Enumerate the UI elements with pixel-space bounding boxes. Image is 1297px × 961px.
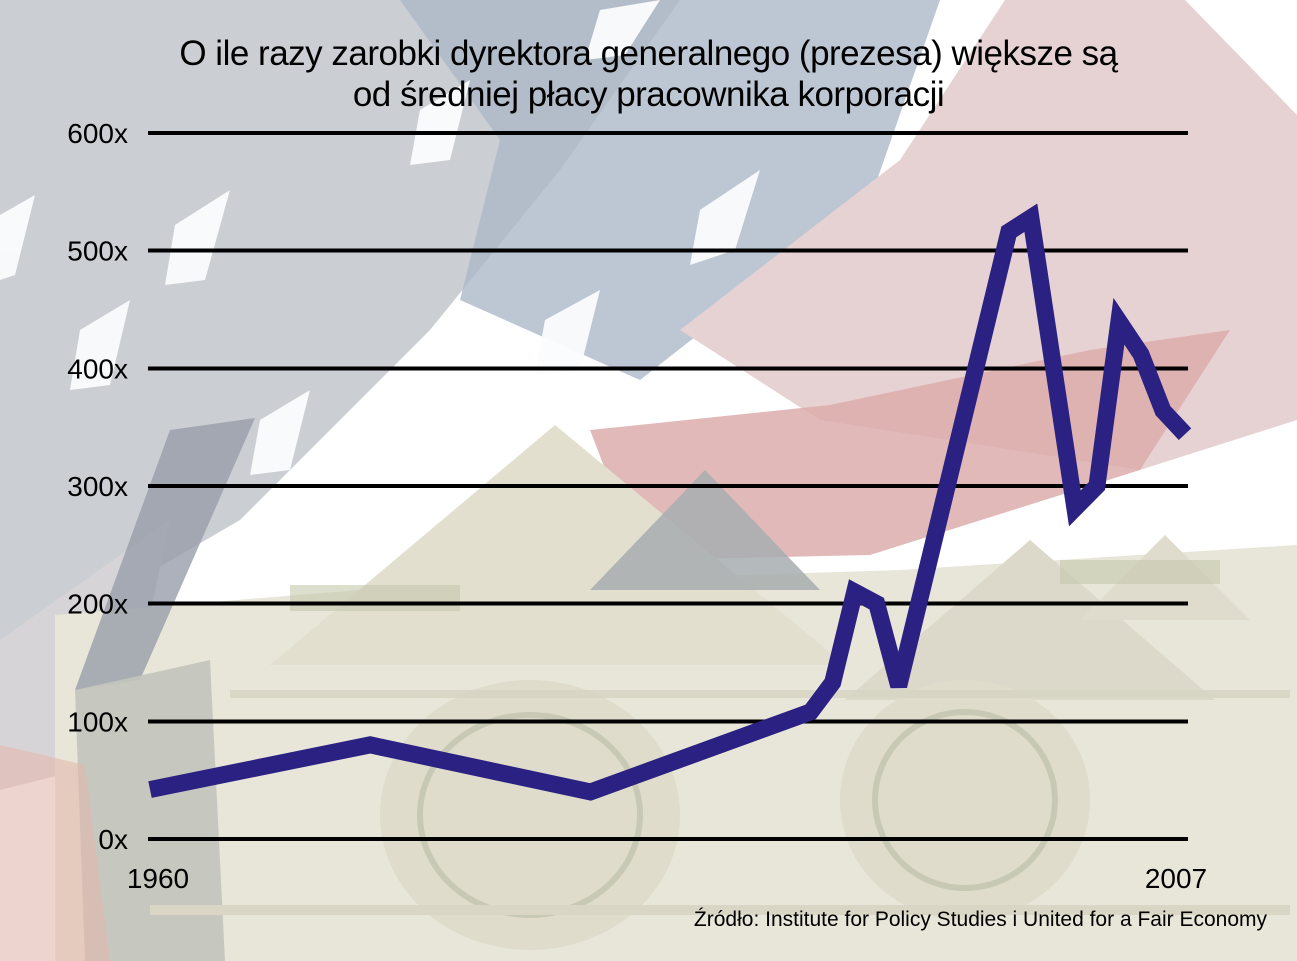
chart-title-line-1: O ile razy zarobki dyrektora generalnego…: [179, 34, 1118, 73]
y-axis-label-100: 100x: [67, 706, 128, 737]
y-axis-label-500: 500x: [67, 236, 128, 267]
source-note: Źródło: Institute for Policy Studies i U…: [693, 908, 1267, 931]
x-axis-label-2007: 2007: [1145, 863, 1207, 894]
pay-ratio-line: [148, 203, 1192, 801]
y-axis-label-200: 200x: [67, 589, 128, 620]
y-axis-label-300: 300x: [67, 471, 128, 502]
y-axis-label-600: 600x: [67, 118, 128, 149]
y-axis-label-0: 0x: [98, 824, 128, 855]
chart-title: O ile razy zarobki dyrektora generalnego…: [0, 33, 1297, 115]
x-axis-label-1960: 1960: [127, 863, 189, 894]
chart-title-line-2: od średniej płacy pracownika korporacji: [352, 75, 945, 114]
y-axis-label-400: 400x: [67, 353, 128, 384]
